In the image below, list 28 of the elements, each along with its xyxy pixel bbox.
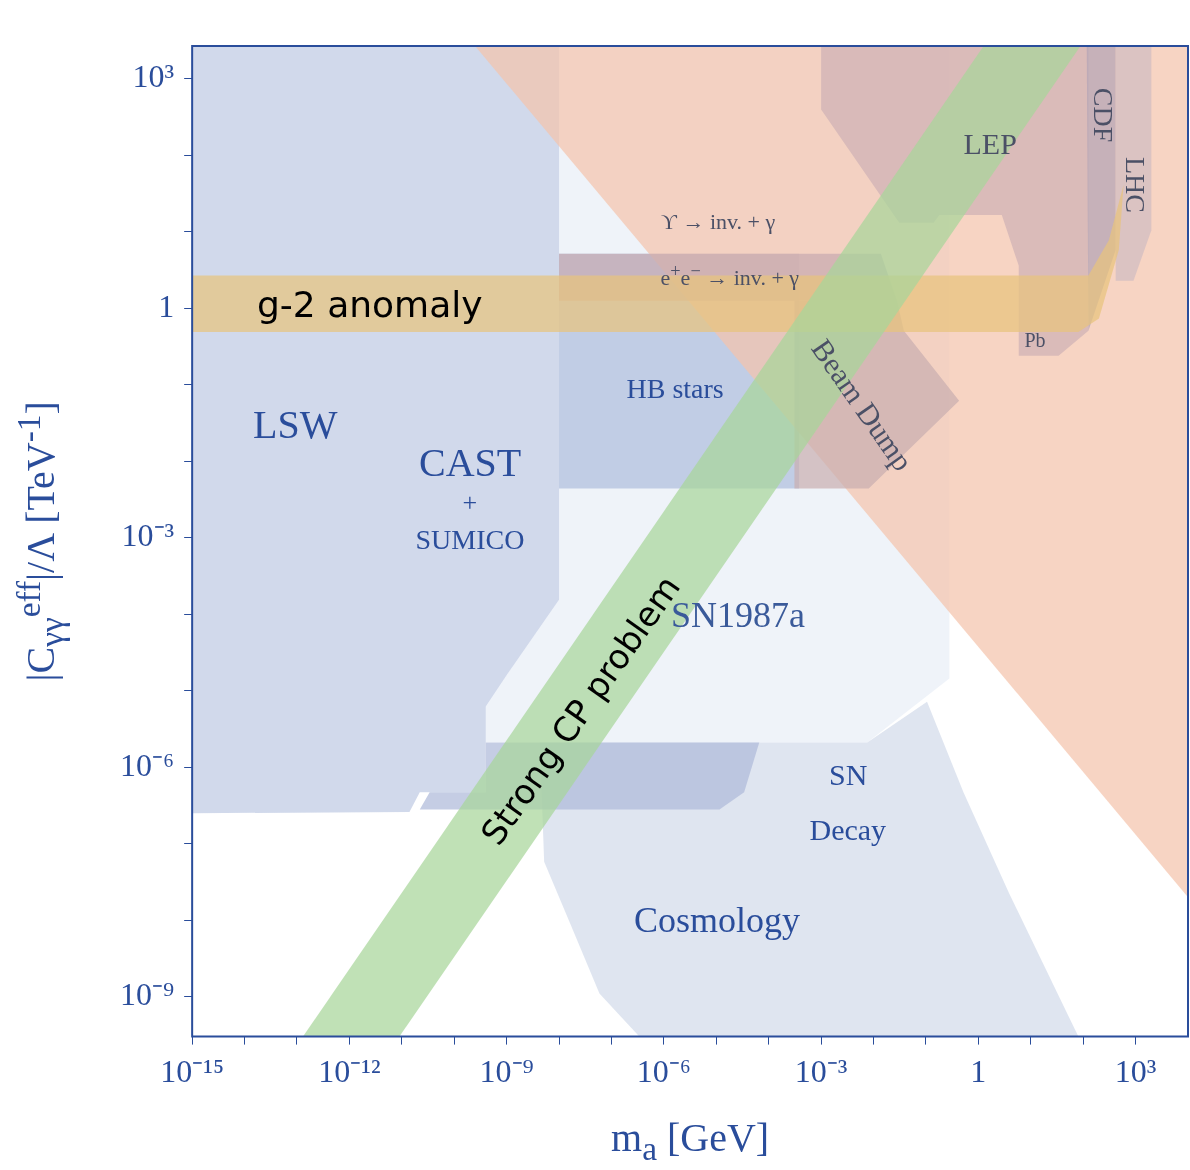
x-tick-label: 10⁻³ <box>794 1053 848 1090</box>
x-tick-label: 10⁻¹² <box>318 1053 381 1090</box>
y-tick-label: 10⁻³ <box>121 517 175 554</box>
x-tick-label: 10³ <box>1114 1053 1157 1090</box>
annotation: + <box>462 488 478 517</box>
y-tick-label: 10⁻⁹ <box>120 976 175 1013</box>
annotation: SUMICO <box>415 524 525 555</box>
annotation: SN <box>829 758 868 791</box>
x-axis-title: m$_{a}$ [GeV] <box>611 1115 770 1167</box>
y-tick-label: 1 <box>158 287 175 324</box>
annotation: e$^{+}$e$^{−}$ → inv. + γ <box>660 260 800 290</box>
annotation: LSW <box>253 402 338 447</box>
x-tick-label: 1 <box>970 1053 987 1090</box>
x-tick-label: 10⁻⁹ <box>479 1053 534 1090</box>
annotation: HB stars <box>626 373 724 404</box>
y-tick-label: 10⁻⁶ <box>120 746 175 783</box>
annotation: CDF <box>1088 87 1120 143</box>
annotation: LEP <box>963 127 1017 160</box>
annotation: Pb <box>1024 329 1046 351</box>
annotation: CAST <box>419 440 522 485</box>
annotation: ϒ → inv. + γ <box>661 209 776 234</box>
x-tick-label: 10⁻¹⁵ <box>160 1053 225 1090</box>
x-tick-label: 10⁻⁶ <box>636 1053 691 1090</box>
annotation: Cosmology <box>634 900 801 940</box>
annotation: Decay <box>809 813 887 846</box>
y-tick-label: 10³ <box>132 58 175 95</box>
annotation: LHC <box>1120 157 1151 213</box>
annotation: g-2 anomaly <box>257 284 483 325</box>
